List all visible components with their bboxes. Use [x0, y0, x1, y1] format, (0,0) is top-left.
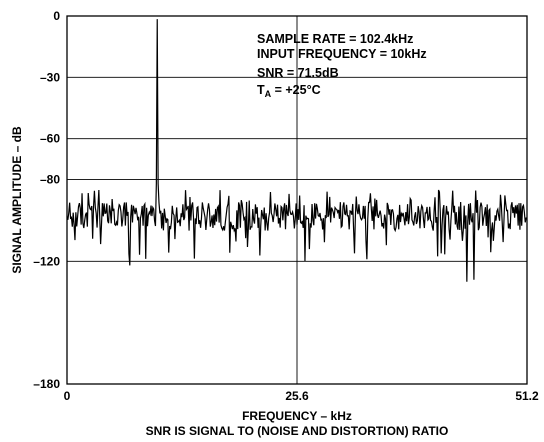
annotation-temp-value: = +25°C	[271, 83, 320, 97]
x-axis-title: FREQUENCY – kHz	[242, 409, 352, 423]
caption-note: SNR IS SIGNAL TO (NOISE AND DISTORTION) …	[146, 424, 449, 438]
x-tick-label: 51.2	[515, 389, 539, 403]
x-tick-label: 25.6	[285, 389, 309, 403]
annotation-snr: SNR = 71.5dB	[257, 66, 339, 80]
spectrum-trace-line	[66, 19, 528, 282]
x-tick-label: 0	[64, 389, 71, 403]
y-tick-label: –60	[40, 132, 60, 146]
spectrum-series	[66, 19, 528, 282]
annotation-temp-symbol: T	[257, 83, 265, 97]
annotation-temperature: TA = +25°C	[257, 83, 321, 99]
y-tick-label: –120	[33, 254, 60, 268]
y-tick-label: 0	[53, 9, 60, 23]
axis-ticks: 0 –30 –60 –80 –120 –180 0 25.6 51.2	[33, 9, 539, 403]
annotation-input-frequency: INPUT FREQUENCY = 10kHz	[257, 47, 427, 61]
plot-frame	[66, 15, 528, 385]
y-axis-title: SIGNAL AMPLITUDE – dB	[10, 126, 24, 274]
y-tick-label: –30	[40, 70, 60, 84]
y-tick-label: –180	[33, 377, 60, 391]
y-tick-label: –80	[40, 173, 60, 187]
annotation-sample-rate: SAMPLE RATE = 102.4kHz	[257, 32, 413, 46]
grid-lines	[67, 16, 527, 384]
annotation-box: SAMPLE RATE = 102.4kHz INPUT FREQUENCY =…	[257, 32, 427, 99]
annotation-temp-subscript: A	[265, 89, 272, 99]
